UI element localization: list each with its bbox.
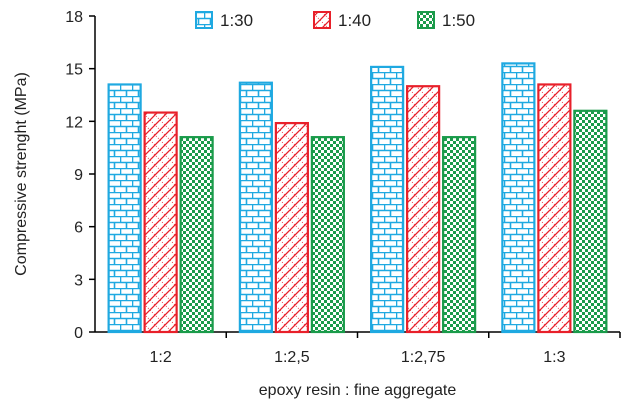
bar-1-50-1-3 xyxy=(573,109,608,334)
legend-label: 1:30 xyxy=(220,11,253,30)
legend-label: 1:50 xyxy=(442,11,475,30)
y-tick-label: 0 xyxy=(74,325,83,342)
x-tick-label: 1:3 xyxy=(543,349,565,366)
bar-1-30-1-3 xyxy=(501,62,536,334)
legend-swatch xyxy=(313,11,331,29)
bar-1-40-1-3 xyxy=(537,83,572,334)
x-tick-label: 1:2,5 xyxy=(274,349,310,366)
y-tick-label: 9 xyxy=(74,167,83,184)
legend-label: 1:40 xyxy=(338,11,371,30)
bar-1-50-1-2-75 xyxy=(442,136,477,334)
bar-1-40-1-2-5 xyxy=(274,121,309,334)
y-tick-label: 12 xyxy=(65,114,83,131)
y-tick-label: 6 xyxy=(74,220,83,237)
y-tick-label: 3 xyxy=(74,272,83,289)
x-tick-label: 1:2,75 xyxy=(401,349,446,366)
bars-group xyxy=(107,62,608,334)
legend-swatch xyxy=(417,11,435,29)
bar-1-40-1-2 xyxy=(143,111,178,334)
bar-1-30-1-2 xyxy=(107,83,142,334)
bar-1-50-1-2-5 xyxy=(310,136,345,334)
bar-1-50-1-2 xyxy=(179,136,214,334)
legend: 1:30 1:40 1:50 xyxy=(195,11,475,30)
x-tick-label: 1:2 xyxy=(150,349,172,366)
y-axis-title: Compressive strenght (MPa) xyxy=(13,72,30,276)
legend-swatch xyxy=(195,11,213,29)
bar-1-30-1-2-75 xyxy=(370,65,405,334)
y-tick-label: 18 xyxy=(65,9,83,26)
bar-1-30-1-2-5 xyxy=(238,81,273,334)
bar-1-40-1-2-75 xyxy=(406,85,441,334)
y-tick-label: 15 xyxy=(65,62,83,79)
x-axis-title: epoxy resin : fine aggregate xyxy=(259,382,457,399)
